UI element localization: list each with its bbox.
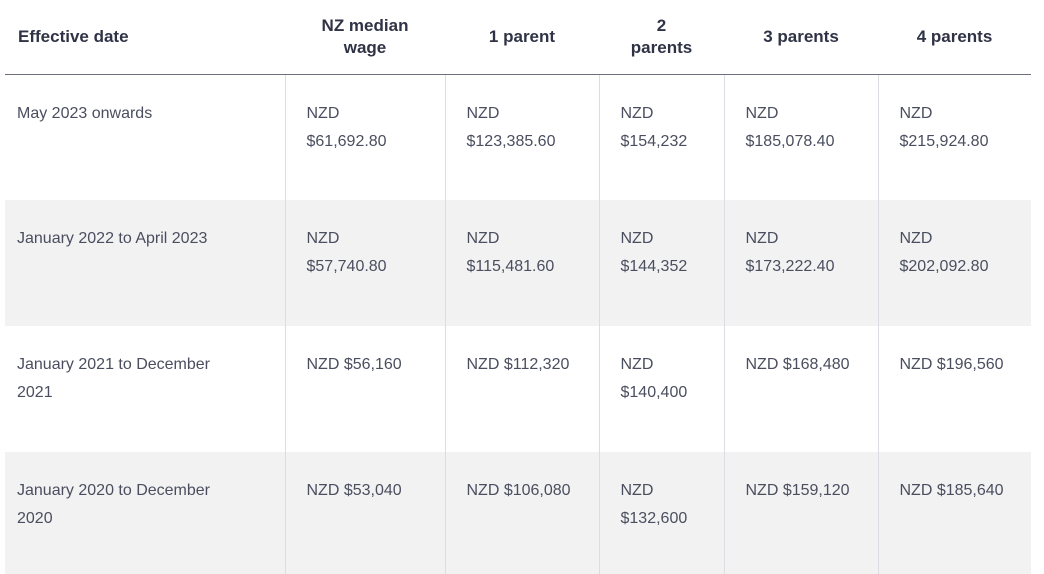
effective-date-text: 2020 <box>17 510 53 527</box>
cell-4-parents: NZD $215,924.80 <box>877 74 1031 200</box>
cell-nz-median-wage: NZD $57,740.80 <box>284 200 445 326</box>
threshold-amount-text: $57,740.80 <box>306 258 387 275</box>
threshold-amount-text: NZD <box>620 482 654 499</box>
effective-date-text: January 2021 to December <box>17 356 210 373</box>
threshold-amount-text: $115,481.60 <box>466 258 555 275</box>
column-header-4-parents: 4 parents <box>878 0 1031 75</box>
column-header-text: parents <box>630 37 693 57</box>
threshold-amount-text: $144,352 <box>620 258 688 275</box>
column-header-effective-date: Effective date <box>5 0 285 75</box>
cell-1-parent: NZD $106,080 <box>444 452 599 574</box>
threshold-amount-text: $140,400 <box>620 384 688 401</box>
table-header: Effective date NZ median wage 1 parent 2 pare… <box>5 0 1031 75</box>
threshold-amount-text: $185,078.40 <box>745 132 835 150</box>
threshold-amount-text: NZD $53,040 <box>306 482 402 499</box>
cell-3-parents: NZD $185,078.40 <box>723 74 878 200</box>
cell-4-parents: NZD $196,560 <box>877 326 1031 452</box>
cell-2-parents: NZD $140,400 <box>598 326 724 452</box>
threshold-amount-text: NZD $106,080 <box>466 482 571 499</box>
cell-2-parents: NZD $144,352 <box>598 200 724 326</box>
threshold-amount-text: NZD $168,480 <box>745 356 850 373</box>
threshold-amount-text: NZD <box>466 230 500 247</box>
column-header-text: 1 parent <box>488 26 556 46</box>
threshold-amount-text: NZD $196,560 <box>899 356 1004 373</box>
threshold-amount-text: NZD <box>620 356 654 373</box>
threshold-amount-text: NZD <box>466 104 500 122</box>
cell-nz-median-wage: NZD $56,160 <box>284 326 445 452</box>
threshold-amount-text: NZD <box>620 230 654 247</box>
cell-effective-date: January 2022 to April 2023 <box>5 200 285 326</box>
effective-date-text: January 2020 to December <box>17 482 210 499</box>
threshold-amount-text: $132,600 <box>620 510 688 527</box>
table-body: May 2023 onwards NZD $61,692.80 NZD $123,385… <box>5 74 1031 574</box>
column-header-text: 2 <box>656 15 667 35</box>
cell-effective-date: May 2023 onwards <box>5 74 285 200</box>
column-header-text: Effective date <box>18 26 129 46</box>
column-header-3-parents: 3 parents <box>724 0 878 75</box>
column-header-1-parent: 1 parent <box>445 0 599 75</box>
cell-nz-median-wage: NZD $61,692.80 <box>284 74 445 200</box>
threshold-amount-text: NZD $56,160 <box>306 356 402 373</box>
threshold-amount-text: NZD $112,320 <box>466 356 570 373</box>
threshold-amount-text: NZD $159,120 <box>745 482 850 499</box>
cell-3-parents: NZD $168,480 <box>723 326 878 452</box>
threshold-amount-text: $154,232 <box>620 132 688 150</box>
table-row: January 2021 to December 2021 NZD $56,160 N… <box>5 326 1031 452</box>
column-header-text: NZ median <box>321 15 409 35</box>
threshold-amount-text: NZD <box>899 230 933 247</box>
cell-4-parents: NZD $202,092.80 <box>877 200 1031 326</box>
threshold-amount-text: $123,385.60 <box>466 132 556 150</box>
column-header-text: 3 parents <box>763 26 839 46</box>
cell-2-parents: NZD $154,232 <box>598 74 724 200</box>
cell-1-parent: NZD $112,320 <box>444 326 599 452</box>
table-header-row: Effective date NZ median wage 1 parent 2 pare… <box>5 0 1031 75</box>
threshold-amount-text: $215,924.80 <box>899 132 989 150</box>
threshold-amount-text: NZD <box>306 104 340 122</box>
cell-3-parents: NZD $173,222.40 <box>723 200 878 326</box>
column-header-text: 4 parents <box>916 26 993 46</box>
cell-effective-date: January 2021 to December 2021 <box>5 326 285 452</box>
threshold-amount-text: $61,692.80 <box>306 132 387 150</box>
column-header-nz-median-wage: NZ median wage <box>285 0 445 75</box>
threshold-amount-text: NZD <box>745 230 779 247</box>
column-header-2-parents: 2 parents <box>599 0 724 75</box>
column-header-text: wage <box>343 37 387 57</box>
cell-3-parents: NZD $159,120 <box>723 452 878 574</box>
cell-effective-date: January 2020 to December 2020 <box>5 452 285 574</box>
effective-date-text: May 2023 onwards <box>17 104 153 122</box>
cell-1-parent: NZD $115,481.60 <box>444 200 599 326</box>
table-row: January 2022 to April 2023 NZD $57,740.80 N… <box>5 200 1031 326</box>
threshold-amount-text: $202,092.80 <box>899 258 989 275</box>
cell-2-parents: NZD $132,600 <box>598 452 724 574</box>
cell-1-parent: NZD $123,385.60 <box>444 74 599 200</box>
effective-date-text: 2021 <box>17 384 53 401</box>
effective-date-text: January 2022 to April 2023 <box>17 230 208 247</box>
threshold-amount-text: NZD $185,640 <box>899 482 1004 499</box>
income-threshold-table: Effective date NZ median wage 1 parent 2 pare… <box>5 0 1031 574</box>
threshold-amount-text: NZD <box>620 104 654 122</box>
threshold-amount-text: NZD <box>306 230 340 247</box>
threshold-amount-text: NZD <box>745 104 779 122</box>
threshold-amount-text: $173,222.40 <box>745 258 835 275</box>
threshold-amount-text: NZD <box>899 104 933 122</box>
table-row: January 2020 to December 2020 NZD $53,040 N… <box>5 452 1031 574</box>
cell-4-parents: NZD $185,640 <box>877 452 1031 574</box>
income-threshold-table-container: Effective date NZ median wage 1 parent 2 pare… <box>5 0 1031 574</box>
table-row: May 2023 onwards NZD $61,692.80 NZD $123,385… <box>5 74 1031 200</box>
cell-nz-median-wage: NZD $53,040 <box>284 452 445 574</box>
